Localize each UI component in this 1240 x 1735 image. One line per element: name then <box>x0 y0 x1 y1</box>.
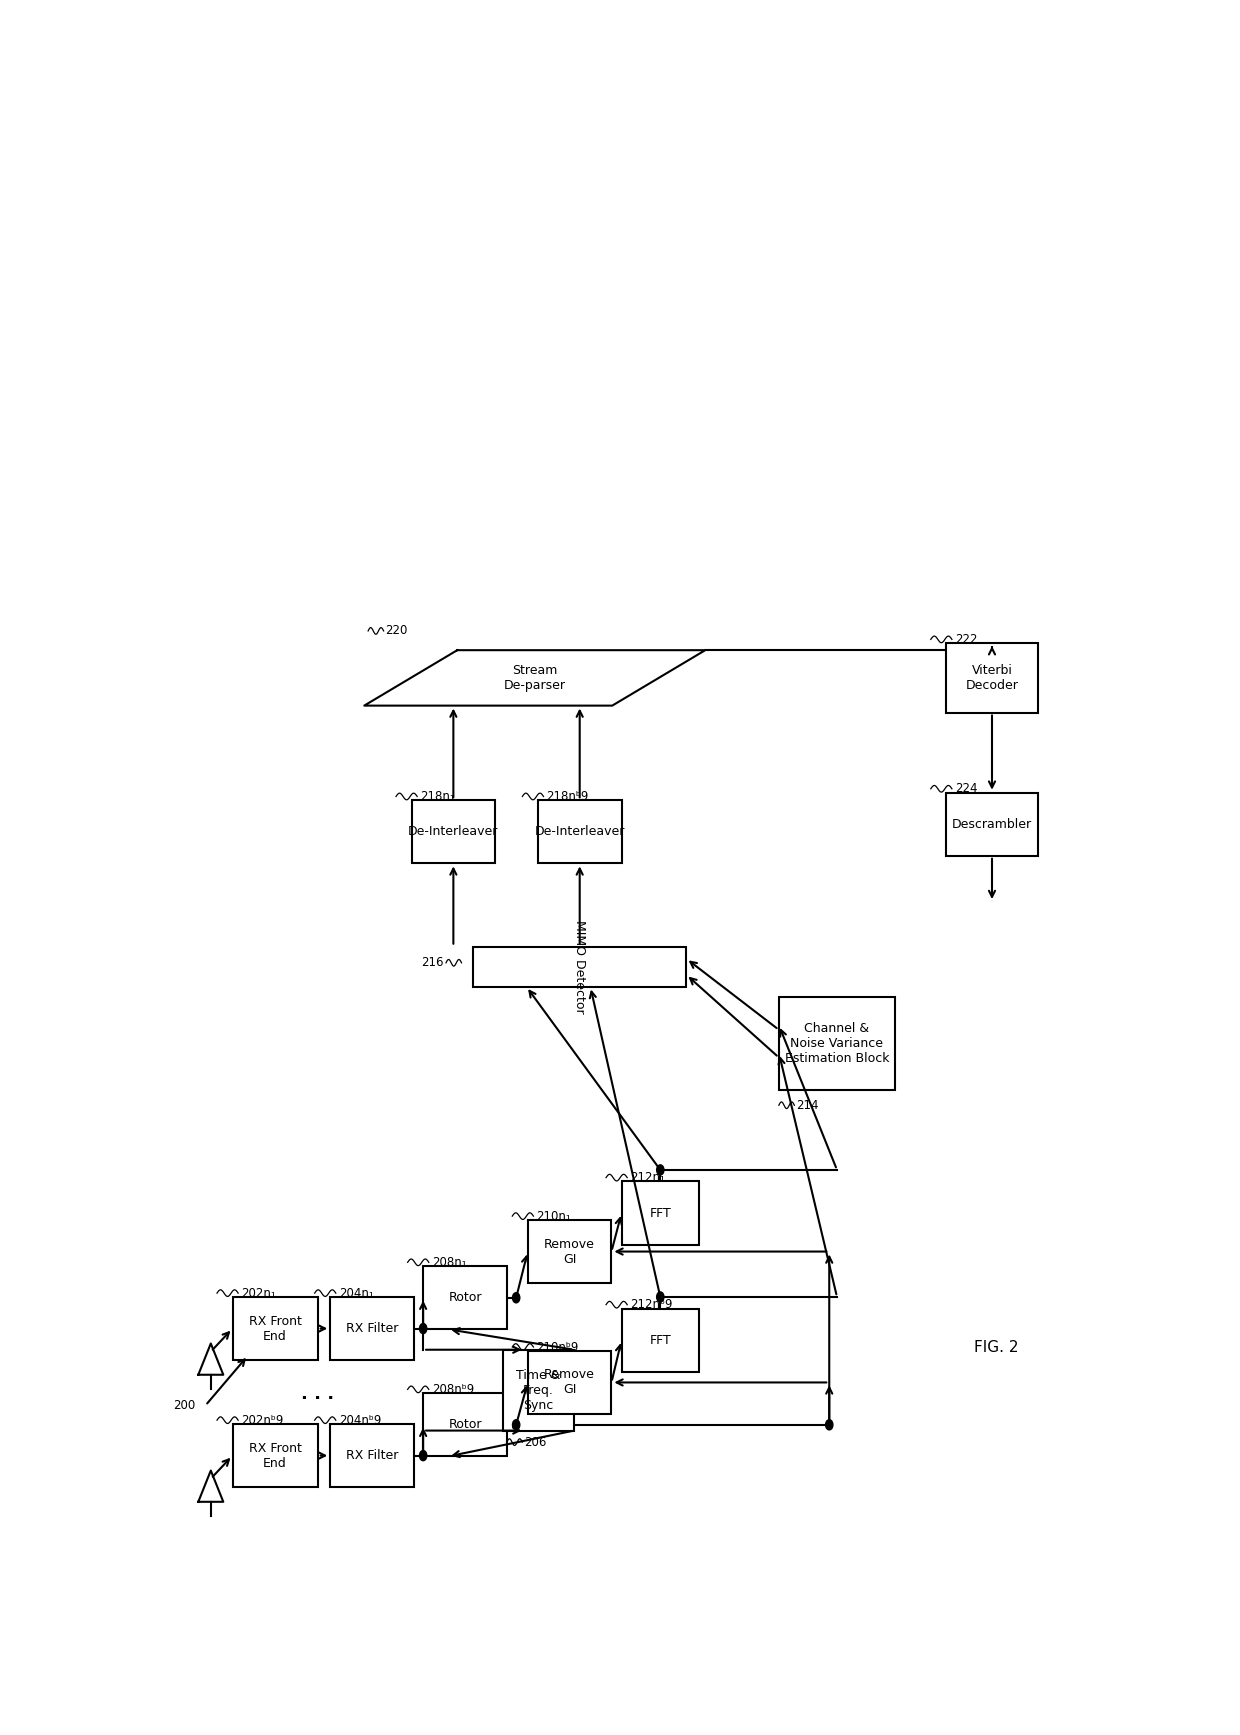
Bar <box>779 998 895 1090</box>
Bar <box>946 644 1038 713</box>
Text: Time &
Freq.
Sync: Time & Freq. Sync <box>516 1369 560 1412</box>
Text: 202n₁: 202n₁ <box>241 1287 275 1300</box>
Bar <box>474 947 686 987</box>
Text: MIMO Detector: MIMO Detector <box>573 920 587 1013</box>
Text: 206: 206 <box>523 1435 547 1449</box>
Text: 202nᵇ9: 202nᵇ9 <box>241 1414 284 1426</box>
Text: FIG. 2: FIG. 2 <box>973 1341 1018 1355</box>
Text: 208nᵇ9: 208nᵇ9 <box>432 1383 474 1397</box>
Text: Channel &
Noise Variance
Estimation Block: Channel & Noise Variance Estimation Bloc… <box>785 1022 889 1065</box>
Text: Rotor: Rotor <box>448 1417 482 1431</box>
Polygon shape <box>365 651 706 706</box>
Text: Rotor: Rotor <box>448 1291 482 1305</box>
Circle shape <box>419 1324 427 1334</box>
Text: FFT: FFT <box>650 1334 671 1346</box>
Text: Remove
GI: Remove GI <box>544 1369 595 1397</box>
Circle shape <box>826 1419 833 1430</box>
Text: 208n₁: 208n₁ <box>432 1256 466 1268</box>
Text: 218nᵇ9: 218nᵇ9 <box>547 789 589 803</box>
Text: 204n₁: 204n₁ <box>339 1287 373 1300</box>
Bar <box>621 1182 699 1244</box>
Bar <box>538 800 621 864</box>
Bar <box>423 1393 507 1456</box>
Bar <box>528 1220 611 1284</box>
Text: 224: 224 <box>955 782 977 795</box>
Bar <box>412 800 495 864</box>
Circle shape <box>657 1164 663 1175</box>
Bar <box>946 793 1038 855</box>
Text: De-Interleaver: De-Interleaver <box>534 826 625 838</box>
Text: RX Front
End: RX Front End <box>249 1442 301 1470</box>
Text: 210n₁: 210n₁ <box>537 1209 572 1223</box>
Bar <box>233 1424 317 1487</box>
Text: RX Front
End: RX Front End <box>249 1315 301 1343</box>
Circle shape <box>419 1450 427 1461</box>
Text: 212nᵇ9: 212nᵇ9 <box>630 1298 672 1312</box>
Bar <box>330 1298 414 1360</box>
Text: RX Filter: RX Filter <box>346 1449 398 1463</box>
Text: De-Interleaver: De-Interleaver <box>408 826 498 838</box>
Text: 200: 200 <box>174 1398 196 1412</box>
Text: Descrambler: Descrambler <box>952 817 1032 831</box>
Text: Stream
De-parser: Stream De-parser <box>503 665 565 692</box>
Bar <box>621 1308 699 1372</box>
Text: Viterbi
Decoder: Viterbi Decoder <box>966 665 1018 692</box>
Text: 218n₁: 218n₁ <box>420 789 455 803</box>
Text: Remove
GI: Remove GI <box>544 1237 595 1265</box>
Circle shape <box>512 1419 520 1430</box>
Text: 222: 222 <box>955 633 977 645</box>
Text: . . .: . . . <box>301 1385 335 1404</box>
Text: 204nᵇ9: 204nᵇ9 <box>339 1414 381 1426</box>
Circle shape <box>657 1293 663 1301</box>
Text: 220: 220 <box>386 625 408 637</box>
Text: 210nᵇ9: 210nᵇ9 <box>537 1341 579 1353</box>
Text: FFT: FFT <box>650 1206 671 1220</box>
Bar <box>528 1352 611 1414</box>
Bar <box>423 1267 507 1329</box>
Text: RX Filter: RX Filter <box>346 1322 398 1334</box>
Bar <box>330 1424 414 1487</box>
Bar <box>503 1350 574 1431</box>
Bar <box>233 1298 317 1360</box>
Text: 214: 214 <box>796 1098 818 1112</box>
Text: 212n₁: 212n₁ <box>630 1171 665 1183</box>
Circle shape <box>512 1293 520 1303</box>
Text: 216: 216 <box>422 956 444 970</box>
